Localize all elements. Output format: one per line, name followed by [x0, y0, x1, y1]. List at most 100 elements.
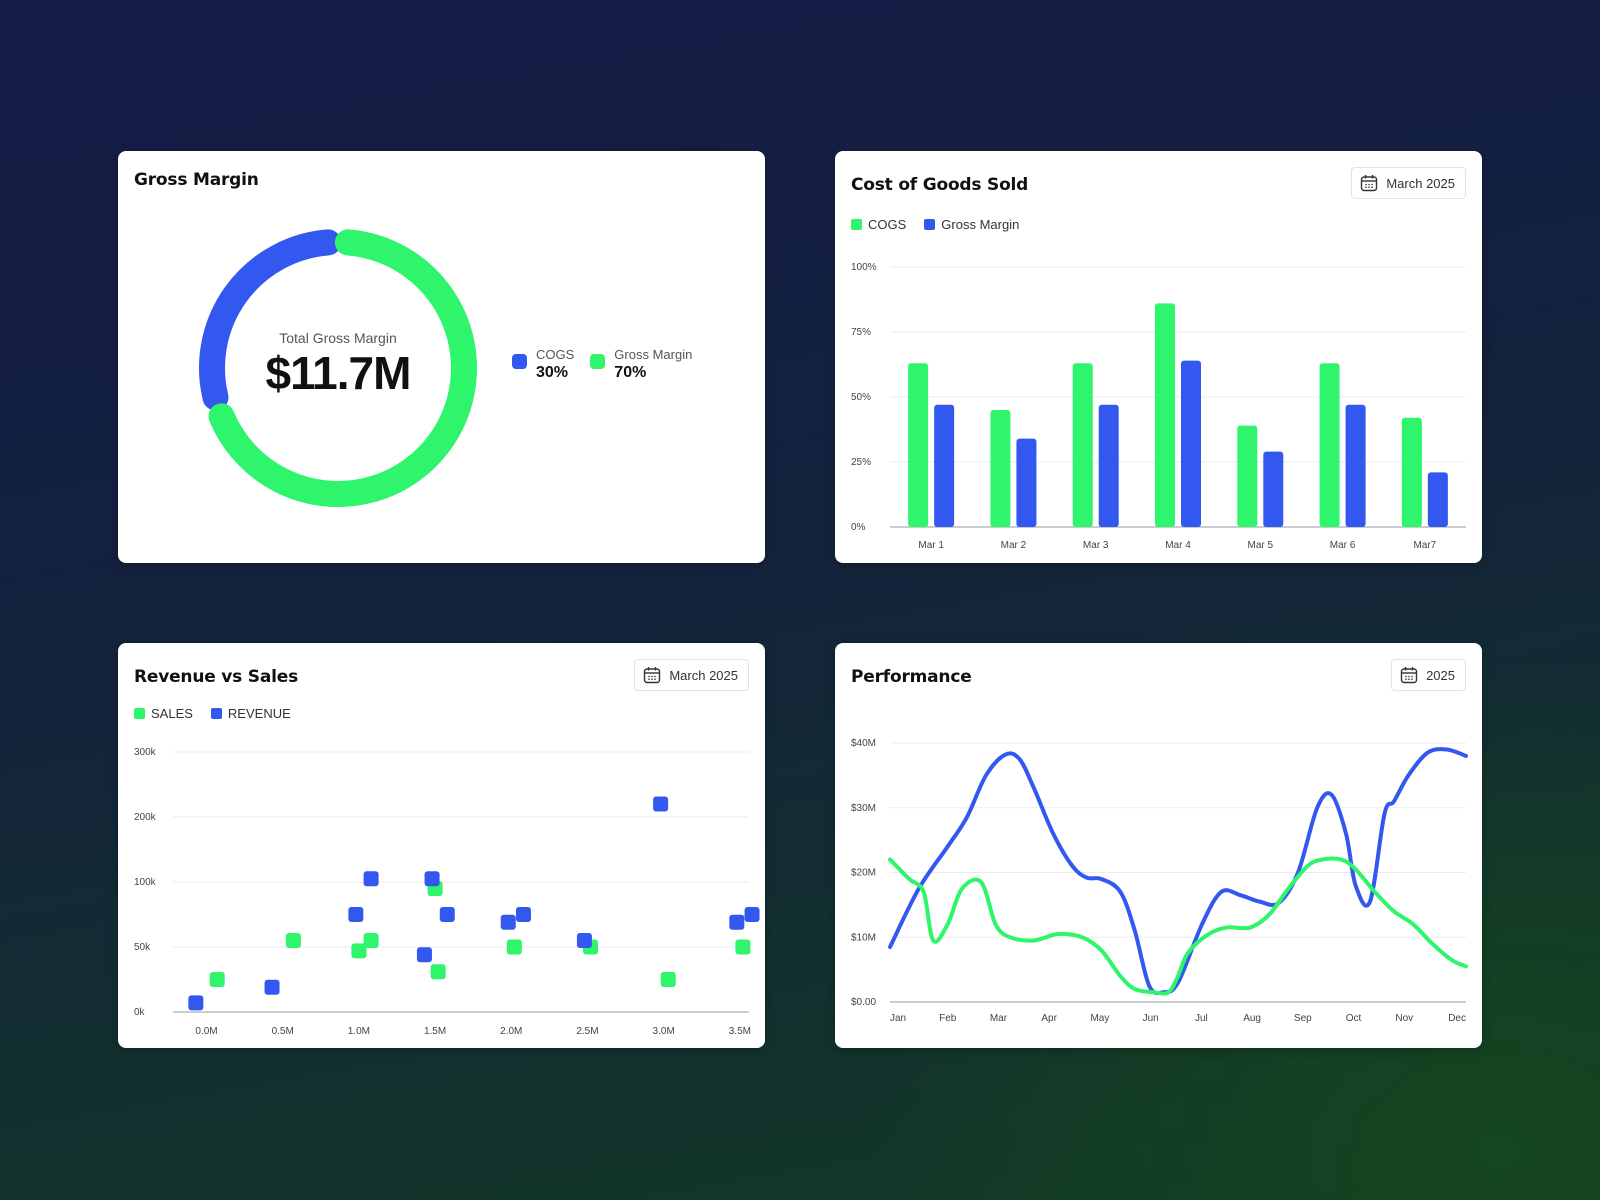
rvs-legend: SALES REVENUE	[134, 706, 291, 721]
x-tick-label: 1.5M	[424, 1026, 446, 1037]
legend-value-cogs: 30%	[536, 364, 569, 381]
scatter-point-sales	[351, 943, 367, 959]
x-tick-label: 2.5M	[576, 1026, 598, 1037]
bar-gross-margin	[1263, 451, 1284, 527]
gross-margin-donut: Total Gross Margin $11.7M	[198, 228, 478, 508]
gross-margin-title: Gross Margin	[134, 170, 259, 190]
bar-cogs	[1072, 363, 1093, 527]
legend-label-gross-margin: Gross Margin	[941, 217, 1020, 232]
x-tick-label: 3.5M	[729, 1026, 751, 1037]
line-series-green	[888, 856, 1468, 996]
x-tick-label: Mar	[990, 1013, 1008, 1024]
cogs-title: Cost of Goods Sold	[851, 175, 1029, 195]
x-tick-label: 3.0M	[653, 1026, 675, 1037]
performance-line-chart: $0.00 $10M $20M $30M $40M Jan Feb Mar Apr May Jun J…	[851, 738, 1468, 1024]
legend-swatch-cogs	[851, 219, 862, 230]
x-tick-label: Aug	[1243, 1013, 1261, 1024]
perf-date-picker-button[interactable]: 2025	[1391, 659, 1466, 691]
y-tick-label: $20M	[851, 868, 876, 879]
bar-gross-margin	[1427, 472, 1448, 527]
y-tick-label: 100k	[134, 877, 157, 888]
scatter-point-revenue	[500, 914, 516, 930]
x-tick-label: Mar 1	[918, 540, 944, 551]
y-tick-label: $40M	[851, 738, 876, 749]
legend-label-revenue: REVENUE	[227, 706, 291, 721]
calendar-icon	[1361, 175, 1378, 192]
y-tick-label: 200k	[134, 812, 157, 823]
legend-value-gross-margin: 70%	[614, 364, 647, 381]
bar-cogs	[1237, 425, 1258, 527]
legend-item-gross-margin: Gross Margin 70%	[590, 347, 692, 383]
donut-center-label: Total Gross Margin	[279, 330, 397, 346]
x-tick-label: Dec	[1448, 1013, 1466, 1024]
x-tick-label: Mar 6	[1330, 540, 1356, 551]
scatter-point-revenue	[264, 979, 280, 995]
gross-margin-card: Gross Margin Total Gross Margin $11.7M C…	[118, 151, 765, 563]
scatter-point-sales	[660, 972, 676, 987]
x-tick-label: 2.0M	[500, 1026, 522, 1037]
scatter-point-sales	[506, 939, 522, 955]
scatter-point-sales	[209, 972, 225, 987]
scatter-point-sales	[430, 964, 446, 980]
x-tick-label: Mar 5	[1248, 540, 1274, 551]
y-tick-label: 0k	[134, 1007, 146, 1018]
perf-date-label: 2025	[1426, 667, 1455, 683]
calendar-icon	[644, 667, 661, 684]
cogs-card: Cost of Goods Sold March 2025 COGS Gross…	[835, 151, 1482, 563]
legend-swatch-gross-margin	[590, 354, 606, 369]
revenue-vs-sales-scatter-chart: 0k 50k 100k 200k 300k 0.0M 0.5M 1.0M 1.5M 2.0M 2.5…	[134, 747, 760, 1037]
legend-label-cogs: COGS	[536, 347, 575, 362]
scatter-point-revenue	[744, 907, 760, 922]
scatter-point-revenue	[348, 907, 364, 922]
legend-item-cogs: COGS 30%	[512, 347, 574, 383]
cogs-date-picker-button[interactable]: March 2025	[1351, 167, 1466, 199]
bar-cogs	[908, 363, 929, 527]
legend-item-revenue: REVENUE	[210, 706, 291, 721]
donut-slice-gross-margin	[208, 229, 477, 507]
scatter-point-revenue	[653, 796, 669, 812]
x-tick-label: Jul	[1195, 1013, 1208, 1024]
bar-gross-margin	[1016, 438, 1037, 527]
donut-center: Total Gross Margin $11.7M	[198, 228, 478, 508]
donut-center-value: $11.7M	[265, 347, 412, 399]
x-tick-label: Nov	[1395, 1013, 1413, 1024]
bar-gross-margin	[934, 404, 955, 527]
x-tick-label: Oct	[1346, 1013, 1362, 1024]
legend-label-cogs: COGS	[868, 217, 907, 232]
scatter-point-revenue	[424, 871, 440, 887]
x-tick-label: Mar 3	[1083, 540, 1109, 551]
calendar-icon	[1400, 667, 1418, 684]
legend-label-gross-margin: Gross Margin	[614, 347, 693, 362]
scatter-point-sales	[735, 939, 751, 955]
legend-label-sales: SALES	[151, 706, 193, 721]
x-tick-label: Apr	[1041, 1013, 1057, 1024]
y-tick-label: 100%	[851, 262, 877, 273]
y-tick-label: 50k	[134, 942, 151, 953]
line-series-blue	[888, 747, 1468, 996]
bar-gross-margin	[1345, 404, 1366, 527]
revenue-vs-sales-card: Revenue vs Sales March 2025 SALES REVENU…	[118, 643, 765, 1048]
scatter-point-revenue	[439, 907, 455, 922]
scatter-point-revenue	[515, 907, 531, 922]
scatter-point-sales	[363, 933, 379, 948]
rvs-date-picker-button[interactable]: March 2025	[634, 659, 749, 691]
scatter-point-revenue	[416, 947, 432, 963]
x-tick-label: Mar 4	[1165, 540, 1191, 551]
y-tick-label: $30M	[851, 803, 876, 814]
performance-title: Performance	[851, 667, 972, 687]
rvs-date-label: March 2025	[669, 667, 738, 683]
x-tick-label: Jan	[890, 1013, 906, 1024]
scatter-point-revenue	[729, 914, 745, 930]
x-tick-label: Mar 2	[1001, 540, 1027, 551]
y-tick-label: 25%	[851, 457, 871, 468]
revenue-vs-sales-title: Revenue vs Sales	[134, 667, 298, 687]
y-tick-label: 50%	[851, 392, 871, 403]
legend-swatch-cogs	[512, 354, 527, 369]
y-tick-label: $0.00	[851, 997, 876, 1008]
cogs-legend: COGS Gross Margin	[851, 217, 1019, 232]
y-tick-label: $10M	[851, 932, 876, 943]
performance-card: Performance 2025 $0.00 $10M $20M $30M $40M Ja…	[835, 643, 1482, 1048]
bar-cogs	[1155, 303, 1175, 527]
legend-item-gross-margin: Gross Margin	[924, 217, 1019, 232]
cogs-date-label: March 2025	[1386, 175, 1455, 191]
